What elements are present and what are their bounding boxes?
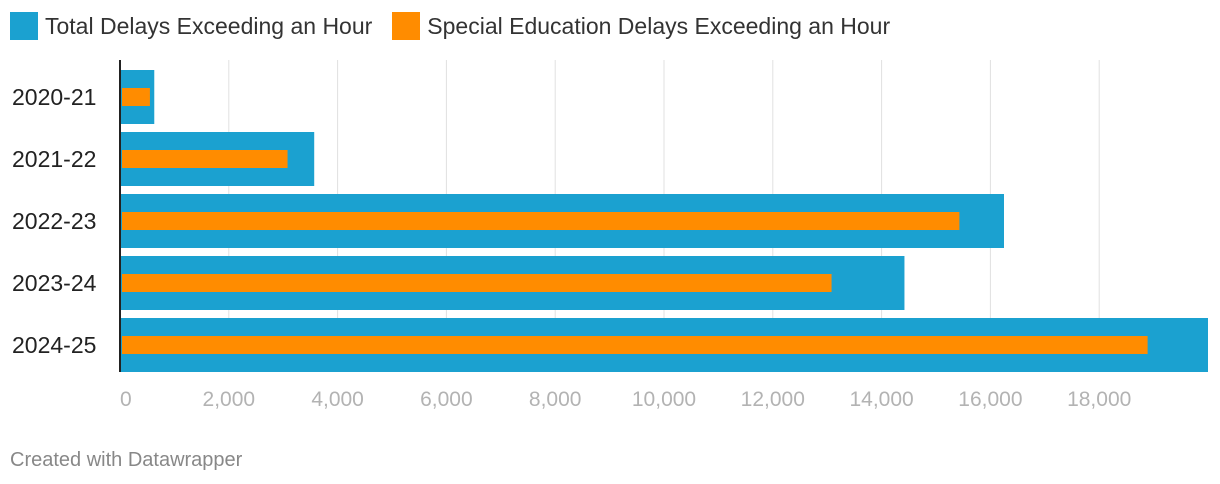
legend-label-total: Total Delays Exceeding an Hour <box>45 12 373 39</box>
legend-item-total[interactable]: Total Delays Exceeding an Hour <box>10 12 372 40</box>
x-tick-label: 8,000 <box>529 388 582 411</box>
datawrapper-credit: Created with Datawrapper <box>10 449 243 471</box>
y-category-label: 2022-23 <box>12 208 96 234</box>
x-tick-label: 18,000 <box>1067 388 1131 411</box>
legend-swatch-total <box>10 12 38 40</box>
x-tick-label: 12,000 <box>741 388 805 411</box>
bar-chart: 0 2,000 4,000 6,000 8,000 10,000 12,000 14,000 1… <box>12 60 1208 411</box>
bar-special-education[interactable] <box>122 274 832 292</box>
bar-special-education[interactable] <box>122 336 1148 354</box>
x-tick-label: 2,000 <box>203 388 256 411</box>
y-category-label: 2021-22 <box>12 146 96 172</box>
x-tick-label: 0 <box>120 388 132 411</box>
x-tick-label: 14,000 <box>849 388 913 411</box>
bar-special-education[interactable] <box>122 88 150 106</box>
y-category-label: 2024-25 <box>12 332 96 358</box>
x-tick-label: 10,000 <box>632 388 696 411</box>
bar-special-education[interactable] <box>122 212 960 230</box>
x-tick-label: 16,000 <box>958 388 1022 411</box>
x-tick-label: 4,000 <box>311 388 364 411</box>
x-tick-label: 6,000 <box>420 388 473 411</box>
legend-label-special-education: Special Education Delays Exceeding an Ho… <box>427 12 891 39</box>
legend-swatch-special-education <box>392 12 421 40</box>
y-category-label: 2023-24 <box>12 270 97 296</box>
bar-special-education[interactable] <box>122 150 288 168</box>
legend-item-special-education[interactable]: Special Education Delays Exceeding an Ho… <box>392 12 890 40</box>
y-category-label: 2020-21 <box>12 84 96 110</box>
legend: Total Delays Exceeding an Hour Special E… <box>10 12 890 40</box>
